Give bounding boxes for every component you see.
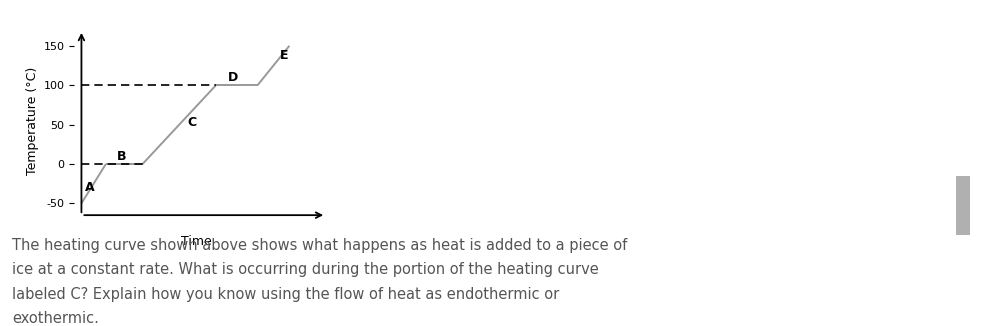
Text: labeled C? Explain how you know using the flow of heat as endothermic or: labeled C? Explain how you know using th… [12, 287, 559, 302]
Text: ice at a constant rate. What is occurring during the portion of the heating curv: ice at a constant rate. What is occurrin… [12, 262, 599, 277]
Text: D: D [228, 71, 238, 84]
Text: exothermic.: exothermic. [12, 311, 99, 326]
Text: The heating curve shown above shows what happens as heat is added to a piece of: The heating curve shown above shows what… [12, 238, 627, 253]
Text: E: E [281, 49, 288, 62]
Text: Time: Time [181, 235, 211, 248]
Text: C: C [187, 116, 196, 129]
Text: A: A [85, 181, 95, 194]
Text: B: B [117, 150, 126, 163]
Y-axis label: Temperature (°C): Temperature (°C) [27, 67, 40, 175]
